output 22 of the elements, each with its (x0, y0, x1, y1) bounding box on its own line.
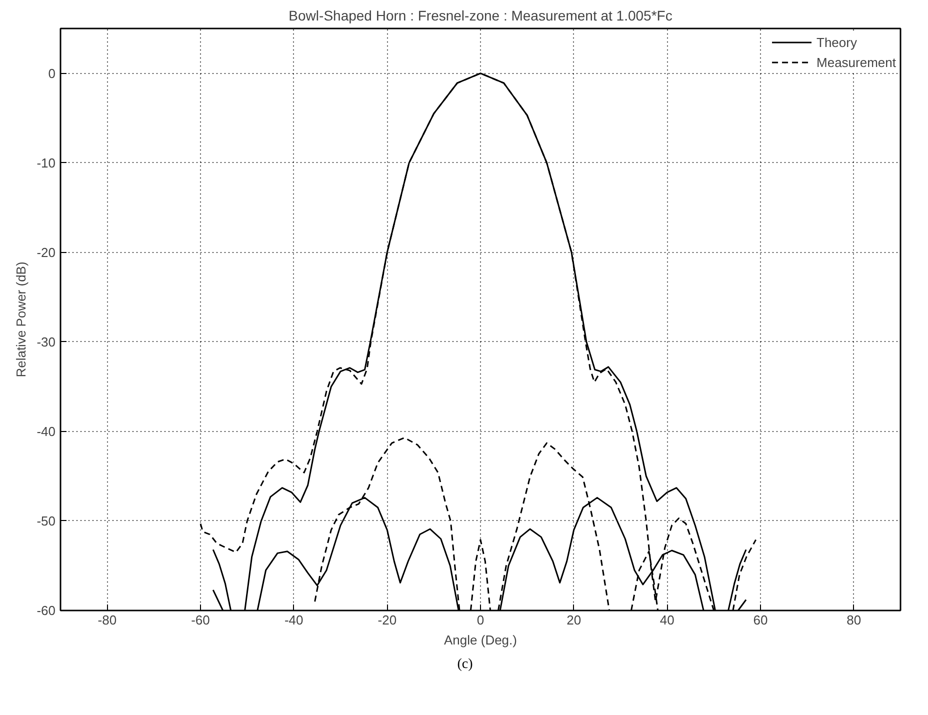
y-tick-label: -30 (36, 334, 56, 350)
y-axis-title: Relative Power (dB) (14, 262, 29, 378)
y-tick-label: -10 (36, 155, 56, 170)
y-tick-label: -20 (36, 244, 56, 260)
y-tick-label: -40 (36, 424, 56, 439)
chart-title: Bowl-Shaped Horn : Fresnel-zone : Measurement at 1.005*Fc (288, 8, 672, 24)
x-tick-label: 60 (753, 612, 768, 628)
x-tick-label: -60 (191, 612, 210, 628)
y-tick-label: -60 (36, 603, 56, 618)
legend-label: Measurement (816, 54, 896, 70)
x-tick-label: -40 (284, 612, 304, 628)
x-tick-label: 0 (476, 612, 484, 628)
y-tick-label: -50 (36, 513, 56, 528)
x-tick-label: 40 (660, 612, 674, 628)
x-axis-title: Angle (Deg.) (444, 632, 517, 648)
x-tick-label: -80 (98, 612, 117, 628)
x-tick-label: -20 (378, 612, 397, 628)
x-tick-label: 20 (566, 612, 582, 628)
text: (c) (457, 656, 473, 674)
legend-label: Theory (816, 34, 857, 50)
y-tick-label: 0 (48, 66, 56, 81)
x-tick-label: 80 (846, 612, 862, 628)
